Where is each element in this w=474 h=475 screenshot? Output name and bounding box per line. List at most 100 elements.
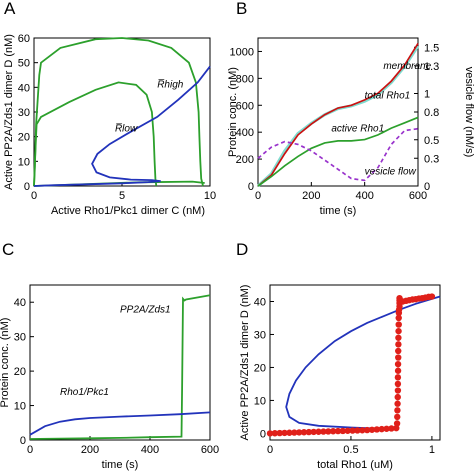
x-axis-label: time (s) bbox=[102, 459, 139, 471]
data-point bbox=[428, 293, 436, 300]
data-point bbox=[339, 427, 347, 435]
data-point bbox=[363, 426, 371, 434]
y-tick-label: 1000 bbox=[230, 46, 254, 58]
x-tick-label: 5 bbox=[119, 190, 125, 202]
y-right-tick-label: 1 bbox=[424, 89, 430, 101]
y-tick-label: 0 bbox=[260, 428, 266, 440]
data-point bbox=[394, 400, 401, 407]
y-tick-label: 10 bbox=[14, 401, 26, 413]
x-tick-label: 600 bbox=[201, 444, 219, 456]
x-tick-label: 1 bbox=[429, 444, 435, 456]
data-point bbox=[300, 429, 308, 436]
data-point bbox=[394, 387, 402, 394]
data-point bbox=[305, 428, 313, 436]
y-tick-label: 800 bbox=[236, 73, 254, 85]
panel-letter: A bbox=[4, 0, 16, 18]
x-tick-label: 400 bbox=[355, 190, 373, 202]
x-tick-label: 0 bbox=[27, 444, 33, 456]
y-tick-label: 400 bbox=[236, 127, 254, 139]
data-point bbox=[395, 354, 402, 361]
annotation-label: active Rho1 bbox=[331, 124, 384, 135]
x-axis-label: total Rho1 (uM) bbox=[317, 459, 393, 471]
data-point bbox=[383, 425, 390, 432]
y-tick-label: 20 bbox=[18, 132, 30, 144]
data-point bbox=[394, 380, 402, 388]
plot-frame bbox=[269, 284, 441, 441]
data-point bbox=[286, 429, 293, 436]
series-line bbox=[33, 37, 204, 187]
data-point bbox=[359, 427, 366, 434]
data-point bbox=[394, 413, 401, 421]
y-tick-label: 60 bbox=[18, 33, 30, 45]
y-tick-label: 20 bbox=[254, 362, 266, 374]
series-line bbox=[29, 411, 211, 436]
data-point bbox=[394, 360, 402, 368]
series-line bbox=[257, 116, 419, 187]
data-point bbox=[271, 430, 279, 437]
annotation-label: membrane bbox=[383, 61, 431, 72]
data-point bbox=[315, 428, 322, 435]
y-tick-label: 20 bbox=[14, 366, 26, 378]
y-tick-label: 10 bbox=[254, 395, 266, 407]
data-point bbox=[394, 407, 401, 414]
y-tick-label: 30 bbox=[254, 329, 266, 341]
series-line bbox=[33, 65, 211, 187]
y-tick-label: 10 bbox=[18, 156, 30, 168]
panel-letter: C bbox=[2, 240, 14, 259]
data-point bbox=[395, 334, 402, 341]
data-point bbox=[354, 427, 361, 434]
series-line bbox=[33, 81, 158, 187]
x-tick-label: 0 bbox=[255, 190, 261, 202]
y-tick-label: 40 bbox=[18, 82, 30, 94]
y-axis-label: Protein conc. (nM) bbox=[0, 318, 11, 408]
x-tick-label: 600 bbox=[409, 190, 427, 202]
data-point bbox=[344, 427, 351, 434]
annotation-label: vesicle flow bbox=[365, 167, 417, 178]
x-tick-label: 200 bbox=[81, 444, 99, 456]
y-tick-label: 0 bbox=[24, 181, 30, 193]
y-tick-label: 40 bbox=[254, 296, 266, 308]
y-right-tick-label: 1.5 bbox=[424, 42, 439, 54]
y-tick-label: 0 bbox=[20, 435, 26, 447]
data-point bbox=[325, 428, 332, 435]
y-tick-label: 40 bbox=[14, 297, 26, 309]
y-tick-label: 50 bbox=[18, 58, 30, 70]
y-axis-label: Active PP2A/Zds1 dimer D (nM) bbox=[239, 285, 251, 441]
x-tick-label: 400 bbox=[141, 444, 159, 456]
data-point bbox=[281, 429, 288, 437]
data-point bbox=[276, 429, 283, 437]
x-tick-label: 10 bbox=[204, 190, 216, 202]
annotation-label: R̅low bbox=[115, 123, 138, 135]
data-point bbox=[329, 428, 337, 435]
panel-letter: D bbox=[236, 240, 248, 259]
annotation-label: total Rho1 bbox=[365, 91, 411, 102]
panel-letter: B bbox=[236, 0, 247, 18]
y-axis-label: Active PP2A/Zds1 dimer D (nM) bbox=[3, 34, 15, 190]
x-tick-label: 0.5 bbox=[343, 444, 358, 456]
data-point bbox=[388, 425, 395, 432]
annotation-label: R̅high bbox=[157, 78, 184, 90]
x-tick-label: 0 bbox=[267, 444, 273, 456]
y-right-tick-label: 0.3 bbox=[424, 153, 439, 165]
data-point bbox=[320, 428, 327, 435]
data-point bbox=[368, 426, 376, 433]
data-point bbox=[395, 321, 402, 328]
data-point bbox=[291, 429, 298, 436]
y-right-tick-label: 0.8 bbox=[424, 107, 439, 119]
plot-frame bbox=[29, 284, 211, 441]
panel-c: 0 200 400 600 0 10 20 30 40 time (s) Protein conc.… bbox=[0, 240, 219, 471]
y-axis-label: Protein conc. (nM) bbox=[227, 67, 239, 157]
x-tick-label: 0 bbox=[31, 190, 37, 202]
x-axis-label: time (s) bbox=[320, 205, 357, 217]
data-point bbox=[395, 314, 402, 322]
data-point bbox=[378, 425, 385, 433]
data-point bbox=[395, 341, 402, 348]
y-tick-label: 200 bbox=[236, 154, 254, 166]
annotation-label: Rho1/Pkc1 bbox=[60, 387, 109, 398]
y-right-axis-label: vesicle flow (nM/s) bbox=[463, 67, 474, 157]
x-axis-label: Active Rho1/Pkc1 dimer C (nM) bbox=[51, 205, 205, 217]
series-line bbox=[29, 294, 211, 440]
